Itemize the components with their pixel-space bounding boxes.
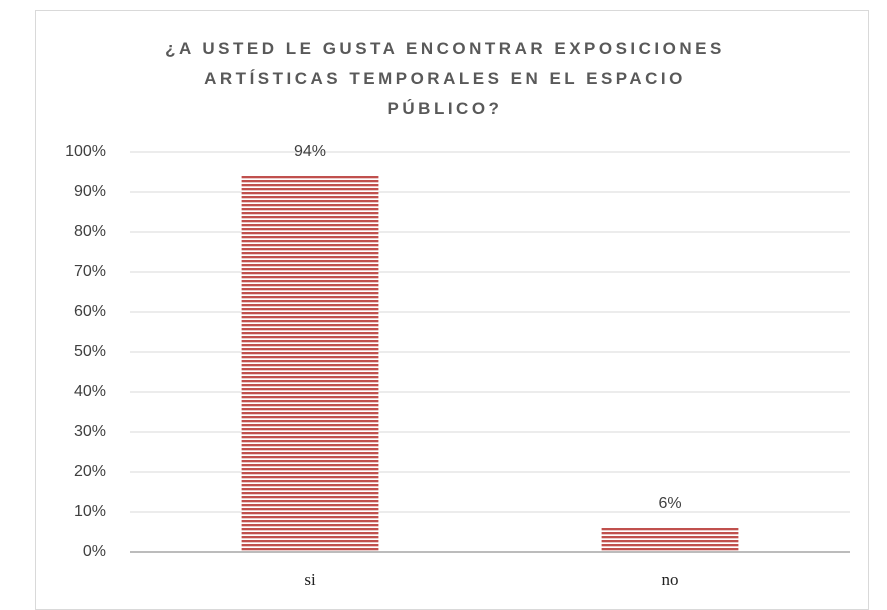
y-tick-label: 0% (83, 543, 106, 560)
y-tick-label: 70% (74, 263, 106, 280)
x-tick-label: si (304, 570, 316, 589)
x-tick-label: no (662, 570, 679, 589)
y-tick-label: 10% (74, 503, 106, 520)
y-tick-label: 30% (74, 423, 106, 440)
y-tick-label: 50% (74, 343, 106, 360)
y-tick-label: 100% (65, 143, 106, 160)
y-tick-label: 40% (74, 383, 106, 400)
y-tick-label: 60% (74, 303, 106, 320)
y-tick-label: 90% (74, 183, 106, 200)
chart-title: ¿A USTED LE GUSTA ENCONTRAR EXPOSICIONES… (165, 39, 725, 118)
y-tick-label: 20% (74, 463, 106, 480)
bar (601, 528, 739, 552)
data-label: 6% (658, 495, 681, 512)
bar (241, 176, 379, 552)
data-label: 94% (294, 143, 326, 160)
y-tick-label: 80% (74, 223, 106, 240)
